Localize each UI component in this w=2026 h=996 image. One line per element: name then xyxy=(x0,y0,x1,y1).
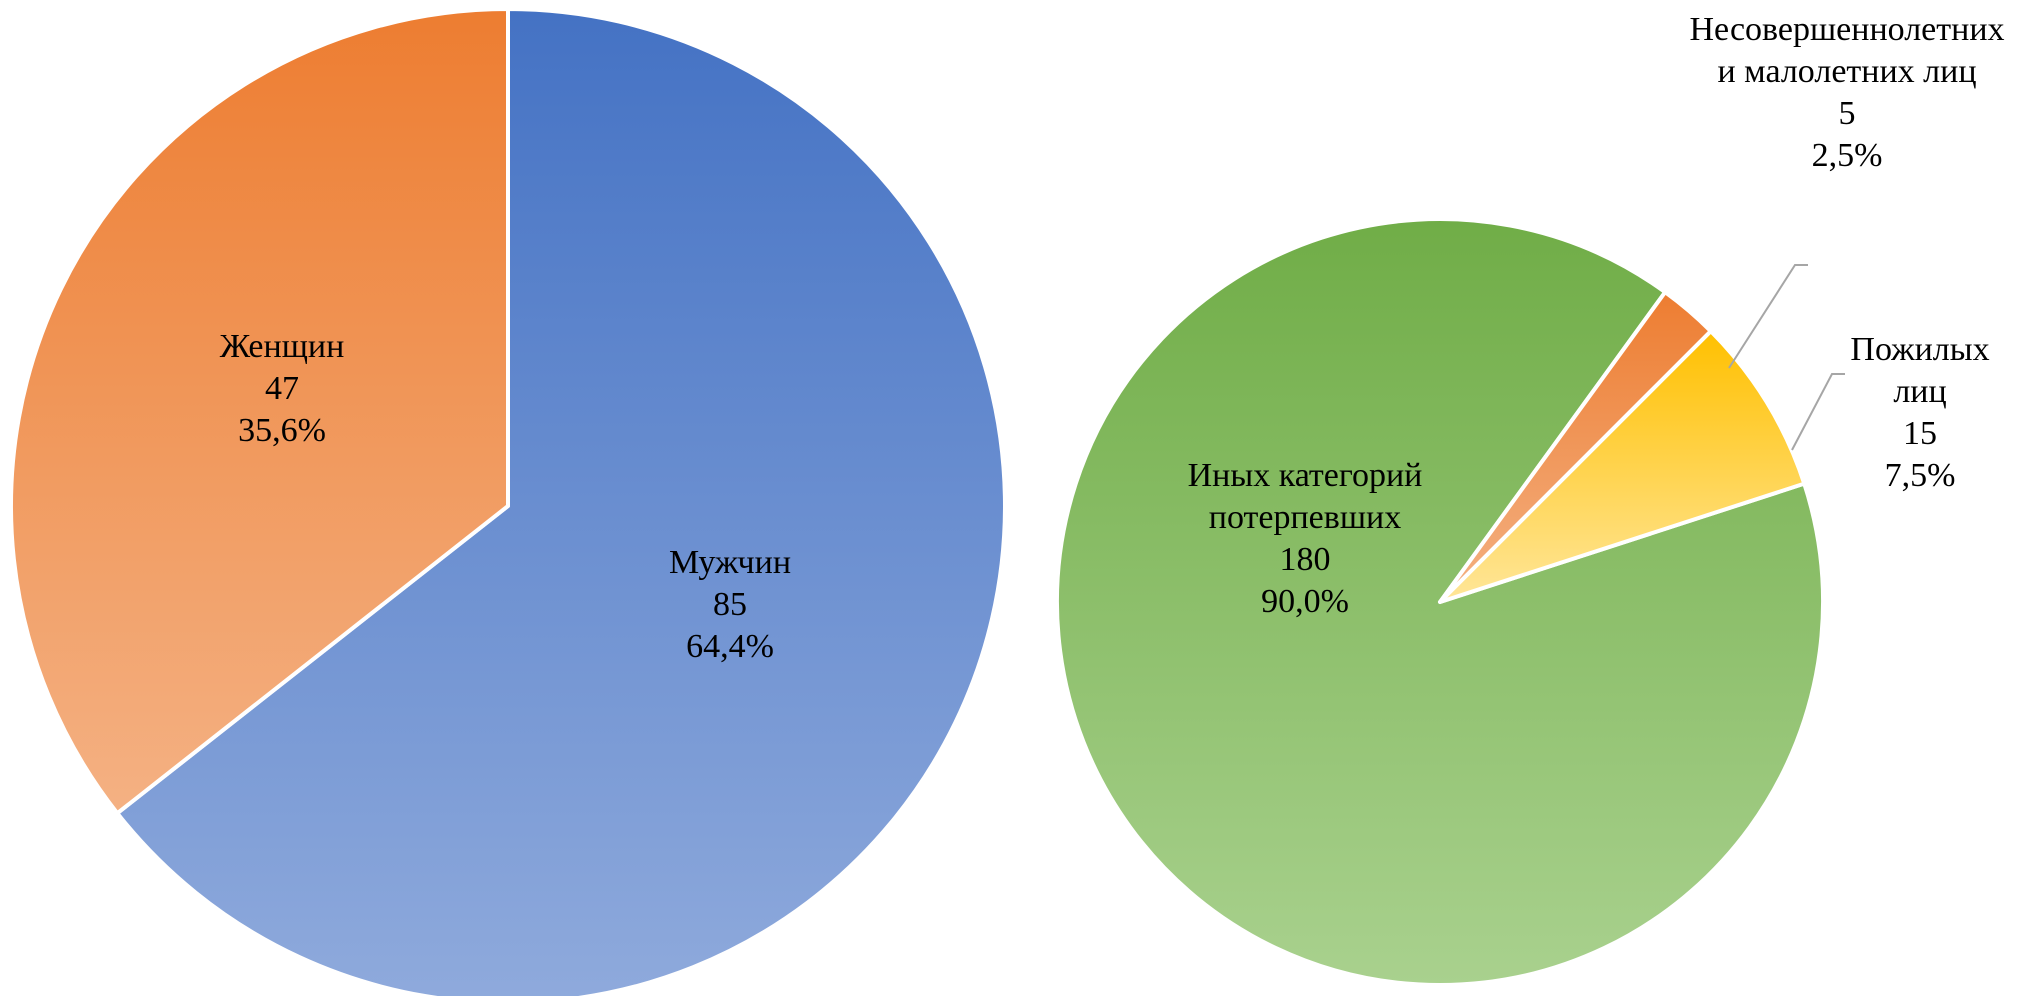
data-label-men: Мужчин 85 64,4% xyxy=(669,544,791,665)
leader-line-elderly xyxy=(1791,373,1845,451)
data-labels: Мужчин 85 64,4% Женщин 47 35,6% Иных категорий… xyxy=(220,11,2005,665)
pie-chart-right xyxy=(1055,217,1825,987)
pie-slice-women xyxy=(9,7,510,816)
data-label-other: Иных категорий потерпевших 180 90,0% xyxy=(1188,457,1423,620)
data-label-minors: Несовершеннолетних и малолетних лиц 5 2,5% xyxy=(1689,11,2004,174)
leader-lines xyxy=(1728,264,1845,451)
pie-slice-men xyxy=(115,7,1007,996)
pie-slice-elderly xyxy=(1438,329,1807,604)
data-label-women: Женщин 47 35,6% xyxy=(220,328,345,449)
pie-chart-left xyxy=(9,7,1007,996)
leader-line-minors xyxy=(1728,264,1808,369)
data-label-elderly: Пожилых лиц 15 7,5% xyxy=(1850,331,1989,494)
